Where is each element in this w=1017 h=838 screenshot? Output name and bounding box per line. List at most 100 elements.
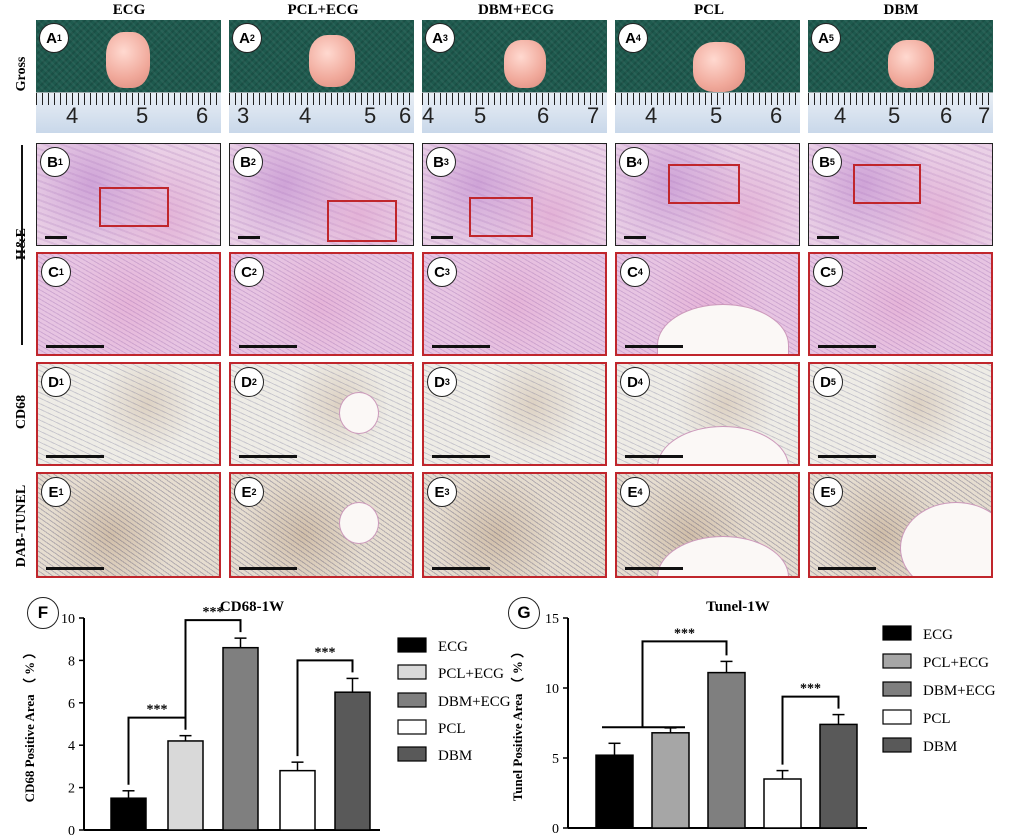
scale-bar — [45, 236, 67, 239]
y-axis-label: CD68 Positive Area （ % ） — [22, 646, 37, 803]
legend-swatch — [882, 653, 912, 669]
scale-bar — [625, 455, 683, 458]
y-tick-label: 15 — [545, 612, 559, 627]
scale-bar — [432, 345, 490, 348]
scale-bar — [625, 567, 683, 570]
legend-swatch — [397, 746, 427, 762]
chart-tunel: Tunel-1W Tunel Positive Area （ % ） 0 5 10 15 *… — [510, 599, 996, 837]
y-tick-label: 2 — [68, 782, 75, 797]
ruler-number: 7 — [978, 103, 991, 128]
scaffold-void — [900, 502, 991, 576]
scale-bar — [432, 567, 490, 570]
row-label-tunel: DAB-TUNEL — [14, 484, 29, 568]
y-tick-label: 0 — [68, 824, 75, 838]
region-of-interest-box — [469, 197, 533, 237]
ruler-number: 7 — [587, 103, 600, 128]
ruler-number: 5 — [710, 103, 723, 128]
ruler-number: 6 — [399, 103, 412, 128]
ruler-number: 4 — [66, 103, 79, 128]
row-label-gross: Gross — [14, 56, 29, 92]
scaffold-void — [339, 502, 379, 544]
ruler-number: 6 — [196, 103, 209, 128]
bar-pcl — [763, 778, 802, 829]
scale-bar — [239, 455, 297, 458]
y-axis-label: Tunel Positive Area （ % ） — [510, 645, 525, 801]
ruler-number: 6 — [537, 103, 550, 128]
scaffold-void — [657, 426, 789, 464]
column-header-pcl: PCL — [694, 2, 724, 18]
panel-label-f: F — [27, 597, 59, 629]
scaffold-void — [339, 392, 379, 434]
bar-dbm-ecg — [222, 646, 259, 831]
significance-marker: *** — [203, 605, 224, 620]
scale-bar — [625, 345, 683, 348]
ruler-number: 4 — [834, 103, 847, 128]
scale-bar — [431, 236, 453, 239]
bar-ecg — [110, 797, 147, 831]
row-label-cd68: CD68 — [14, 394, 29, 430]
significance-bracket — [296, 659, 354, 757]
significance-marker: *** — [674, 626, 695, 641]
ruler-ticks — [229, 93, 414, 105]
ruler-number: 5 — [364, 103, 377, 128]
legend-label: PCL — [923, 711, 951, 727]
row-divider-he — [21, 145, 23, 345]
legend-label: PCL+ECG — [923, 655, 989, 671]
scaffold-void — [657, 304, 789, 354]
y-tick-label: 8 — [68, 654, 75, 669]
ruler-ticks — [422, 93, 607, 105]
scale-bar — [432, 455, 490, 458]
tissue-sample — [309, 35, 355, 87]
legend-label: DBM+ECG — [438, 694, 511, 710]
ruler-number: 5 — [136, 103, 149, 128]
region-of-interest-box — [327, 200, 397, 242]
legend-label: DBM+ECG — [923, 683, 996, 699]
ruler: 4 5 6 — [36, 92, 221, 133]
region-of-interest-box — [99, 187, 169, 227]
column-header-dbm-ecg: DBM+ECG — [477, 2, 555, 18]
scale-bar — [817, 236, 839, 239]
scaffold-void — [657, 536, 789, 576]
significance-bracket — [184, 619, 242, 730]
scale-bar — [238, 236, 260, 239]
scale-bar — [818, 567, 876, 570]
column-header-ecg: ECG — [112, 2, 146, 18]
bar-pcl-ecg — [167, 740, 204, 831]
significance-bracket — [641, 640, 728, 728]
legend-label: DBM — [923, 739, 957, 755]
ruler-number: 4 — [645, 103, 658, 128]
scale-bar — [46, 455, 104, 458]
scale-bar — [624, 236, 646, 239]
ruler-number: 4 — [422, 103, 435, 128]
legend-swatch — [397, 664, 427, 680]
y-tick-label: 4 — [68, 739, 75, 754]
chart-title: Tunel-1W — [706, 599, 770, 615]
